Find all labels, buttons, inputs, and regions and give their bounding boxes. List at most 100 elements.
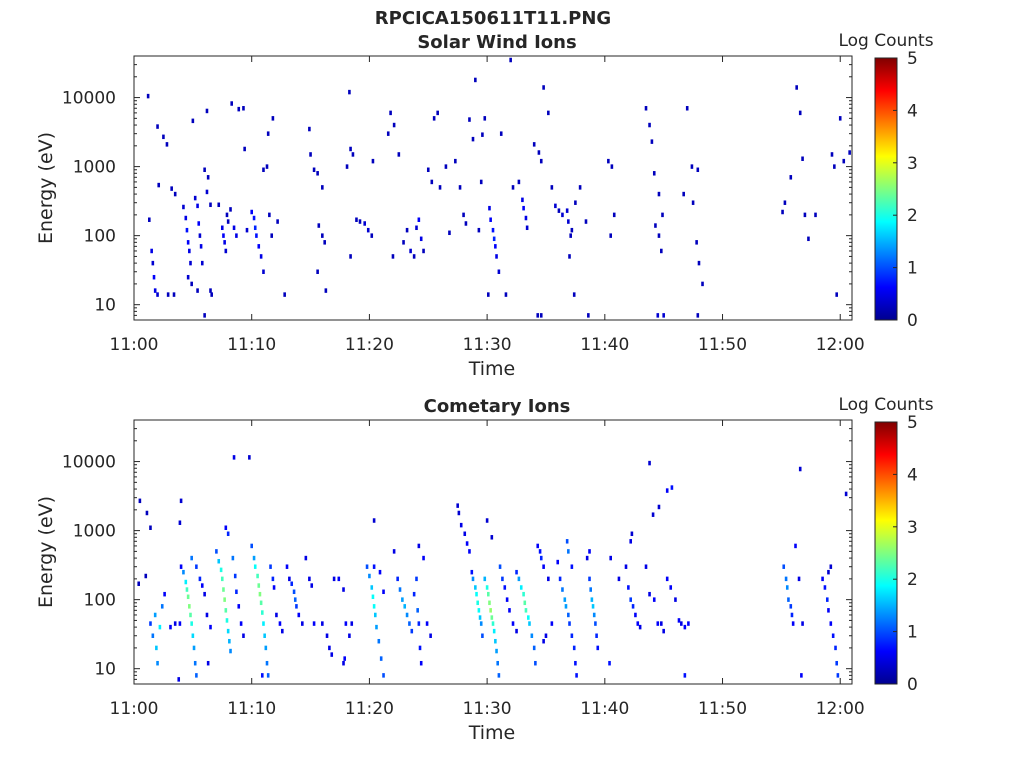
data-cell <box>567 612 570 618</box>
data-cell <box>391 254 395 259</box>
data-cell <box>150 248 153 254</box>
data-cell <box>263 633 266 638</box>
data-cell <box>470 569 474 575</box>
data-cell <box>255 233 258 238</box>
data-cell <box>261 610 264 615</box>
data-cell <box>501 576 504 582</box>
data-cell <box>271 116 275 121</box>
data-cell <box>563 597 567 602</box>
data-cell <box>585 555 589 561</box>
data-cell <box>419 236 423 242</box>
data-cell <box>489 217 492 222</box>
y-axis-title: Energy (eV) <box>35 132 57 244</box>
data-cell <box>574 660 577 666</box>
data-cell <box>479 621 483 626</box>
colorbar-gradient <box>874 421 898 685</box>
x-tick-label: 11:10 <box>227 699 276 719</box>
data-cell <box>801 621 804 626</box>
data-cell <box>487 591 490 597</box>
data-cell <box>831 633 835 638</box>
data-cell <box>262 621 265 626</box>
data-cell <box>371 158 375 164</box>
data-cell <box>200 260 204 266</box>
data-cell <box>448 230 451 236</box>
data-cell <box>186 274 190 280</box>
data-cell <box>206 175 210 180</box>
data-cell <box>835 292 838 297</box>
data-cell <box>375 624 378 630</box>
data-cell <box>173 621 177 626</box>
data-cell <box>178 621 182 626</box>
data-cell <box>219 567 223 573</box>
data-cell <box>371 594 375 600</box>
data-cell <box>416 608 419 613</box>
data-cell <box>209 288 212 293</box>
data-cell <box>794 543 797 549</box>
data-cell <box>203 167 206 173</box>
data-cell <box>276 219 279 224</box>
data-cell <box>542 85 545 90</box>
data-cell <box>203 313 206 318</box>
data-cell <box>363 221 366 226</box>
data-cell <box>160 604 164 609</box>
data-cell <box>554 203 557 209</box>
x-tick-label: 12:00 <box>816 699 865 719</box>
data-cell <box>836 673 840 678</box>
data-cell <box>607 158 610 164</box>
data-cell <box>674 597 677 602</box>
data-cell <box>348 633 351 638</box>
data-cell <box>196 288 199 293</box>
data-cell <box>145 510 149 516</box>
data-cell <box>222 233 225 238</box>
data-cell <box>636 621 640 626</box>
data-cell <box>537 150 541 155</box>
data-cell <box>523 600 527 606</box>
data-cell <box>229 207 232 212</box>
data-cell <box>565 539 569 544</box>
data-cell <box>370 585 374 590</box>
data-cell <box>153 612 157 618</box>
data-cell <box>321 233 324 238</box>
spectrogram-cells <box>137 455 848 682</box>
data-cell <box>232 455 236 460</box>
data-cell <box>185 227 189 233</box>
data-cell <box>494 638 497 644</box>
data-cell <box>823 585 827 590</box>
data-cell <box>264 645 268 651</box>
data-cell <box>568 254 571 259</box>
data-cell <box>504 292 508 297</box>
data-cell <box>328 645 331 651</box>
data-cell <box>444 164 448 169</box>
data-cell <box>657 504 661 510</box>
data-cell <box>186 594 190 600</box>
data-cell <box>487 292 490 297</box>
data-cell <box>662 628 665 634</box>
data-cell <box>683 624 687 630</box>
data-cell <box>610 164 614 169</box>
data-cell <box>374 612 377 618</box>
data-cell <box>179 498 183 504</box>
data-cell <box>392 549 396 554</box>
data-cell <box>609 233 612 238</box>
data-cell <box>252 555 256 561</box>
data-cell <box>269 564 272 569</box>
data-cell <box>235 233 238 238</box>
data-cell <box>491 621 495 626</box>
data-cell <box>508 608 511 613</box>
data-cell <box>498 564 502 569</box>
data-cell <box>558 576 562 582</box>
data-cell <box>436 110 439 116</box>
data-cell <box>657 191 661 197</box>
data-cell <box>422 555 425 561</box>
data-cell <box>378 569 382 575</box>
data-cell <box>358 219 362 224</box>
data-cell <box>497 269 501 274</box>
data-cell <box>408 621 411 626</box>
data-cell <box>660 621 663 626</box>
data-cell <box>528 621 531 626</box>
data-cell <box>252 215 256 221</box>
data-cell <box>477 227 481 233</box>
data-cell <box>592 612 596 618</box>
x-tick-label: 11:20 <box>345 335 394 355</box>
